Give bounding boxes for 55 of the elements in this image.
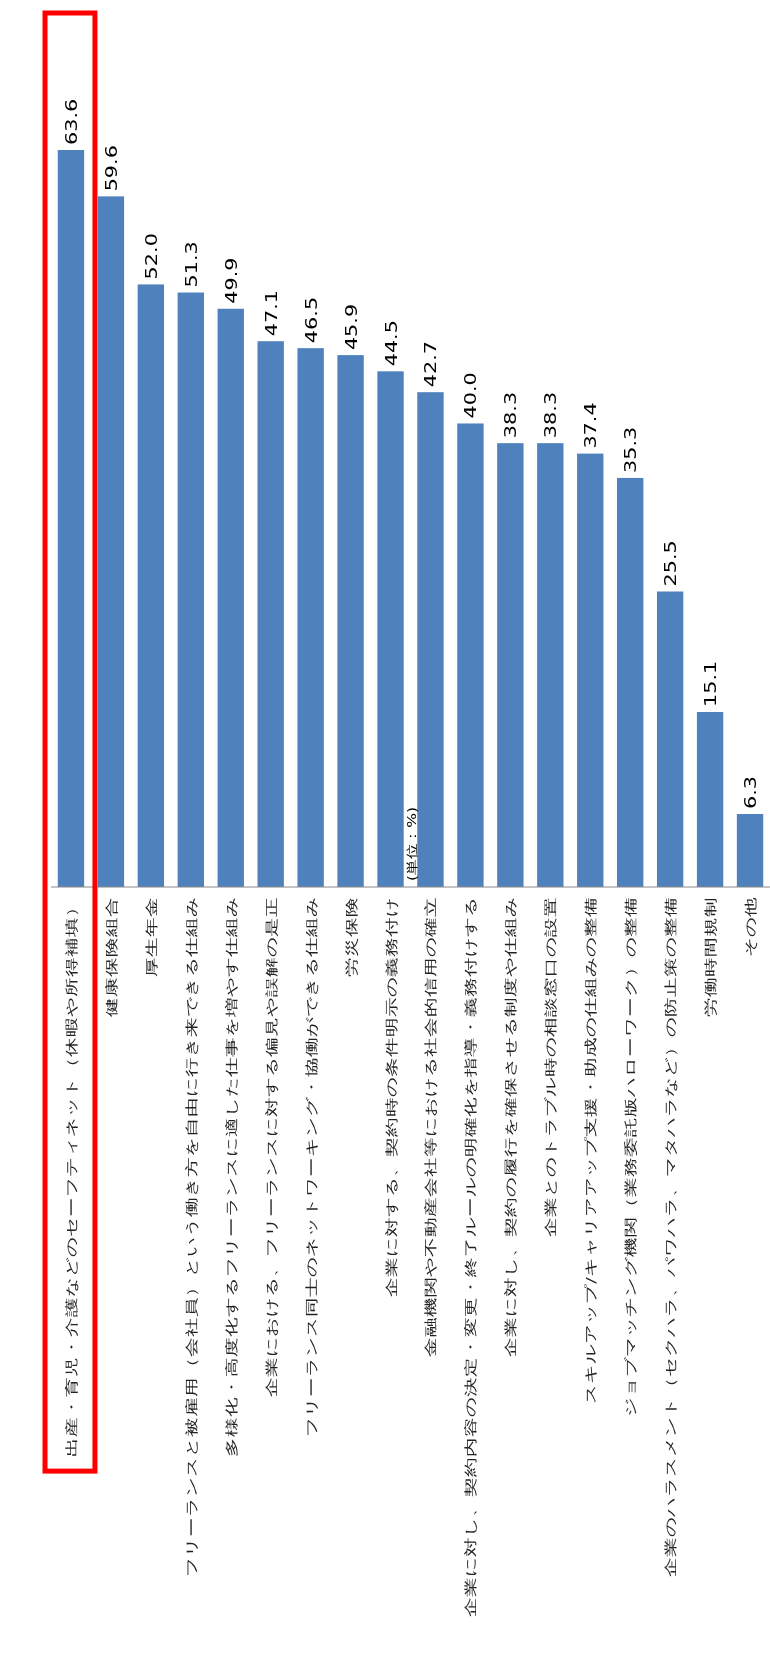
x-tick-label: フリーランス同士のネットワーキング・協働ができる仕組み (303, 897, 319, 1438)
x-tick-label: 健康保険組合 (104, 897, 120, 1018)
bar (696, 712, 724, 887)
data-label: 42.7 (421, 340, 440, 388)
x-tick-label: その他 (743, 897, 759, 958)
data-label: 52.0 (142, 233, 161, 280)
data-label: 37.4 (581, 402, 600, 449)
data-label: 35.3 (621, 426, 640, 473)
data-label: 38.3 (501, 391, 520, 439)
bar (617, 477, 644, 887)
text: (単位：%) (404, 806, 419, 881)
data-label: 40.0 (461, 372, 480, 419)
bar (377, 371, 404, 887)
bar (457, 423, 484, 887)
data-label: 63.6 (62, 98, 81, 145)
data-label: 49.9 (222, 257, 241, 304)
x-tick-label: フリーランスと被雇用（会社員）という働き方を自由に行き来できる仕組み (184, 897, 199, 1578)
bar (257, 341, 284, 887)
bar (177, 292, 204, 887)
x-tick-label: 金融機関や不動産会社等における社会的信用の確立 (423, 897, 439, 1358)
x-tick-label: 企業に対し、契約の履行を確保させる制度や仕組み (503, 897, 519, 1358)
bar (297, 348, 324, 887)
data-label: 45.9 (341, 303, 361, 351)
data-label: 25.5 (661, 540, 680, 587)
data-label: 51.3 (182, 241, 201, 288)
data-label: 59.6 (102, 145, 121, 192)
data-label: 44.5 (381, 320, 400, 367)
bar (97, 196, 125, 887)
bar (417, 392, 444, 887)
data-label: 47.1 (262, 289, 281, 337)
bar (497, 443, 524, 887)
data-label: 6.3 (741, 775, 760, 809)
bar (137, 284, 165, 887)
bar (736, 814, 764, 887)
x-tick-label: 多様化・高度化するフリーランスに適した仕事を増やす仕組み (223, 897, 239, 1458)
x-tick-label: 企業のハラスメント（セクハラ、パワハラ、マタハラなど）の防止策の整備 (663, 897, 679, 1578)
bar (577, 453, 604, 887)
bar (217, 308, 244, 887)
bar (656, 591, 684, 887)
data-label: 46.5 (301, 296, 321, 344)
x-tick-label: 労働時間規制 (703, 897, 719, 1018)
data-label: 38.3 (541, 391, 560, 439)
x-tick-label: 労災保険 (343, 897, 359, 978)
bar (57, 150, 85, 887)
data-label: 15.1 (701, 660, 720, 708)
x-tick-label: 企業とのトラブル時の相談窓口の設置 (543, 897, 559, 1238)
x-tick-label: ジョブマッチング機関（業務委託版ハローワーク）の整備 (623, 897, 639, 1418)
x-tick-label: 企業に対し、契約内容の決定・変更・終了ルールの明確化を指導・義務付けする (463, 897, 479, 1618)
x-tick-label: 企業に対する、契約時の条件明示の義務付け (383, 897, 399, 1298)
bar (337, 355, 364, 887)
x-tick-label: 出産・育児・介護などのセーフティネット（休暇や所得補填） (64, 897, 80, 1458)
bar (537, 443, 564, 887)
x-tick-label: スキルアップ/キャリアアップ支援・助成の仕組みの整備 (583, 897, 599, 1404)
x-tick-label: 企業における、フリーランスに対する偏見や誤解の是正 (263, 897, 279, 1398)
x-tick-label: 厚生年金 (144, 897, 159, 978)
